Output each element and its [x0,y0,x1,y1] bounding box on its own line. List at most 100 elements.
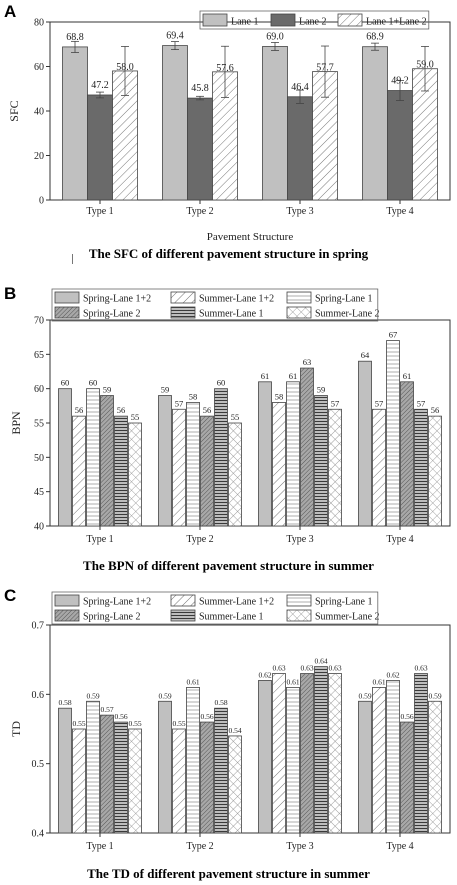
legend-label: Summer-Lane 1 [199,309,264,320]
bar-spring-lane-1-2-type-1 [58,707,72,834]
legend-box [199,10,430,30]
bar-spring-lane-1-type-2 [186,402,200,527]
y-tick-label: 40 [34,522,44,533]
x-tick-label: Type 1 [86,206,113,217]
bar-spring-lane-1-type-4 [386,340,400,527]
data-label: 69.0 [266,31,284,42]
data-label: 0.58 [214,698,227,707]
bar-spring-lane-1-2-type-4 [358,700,372,834]
bar-spring-lane-2-type-3 [300,367,314,527]
data-label: 49.2 [391,76,409,87]
bar-lane-1-type-1 [62,46,88,201]
data-label: 57.6 [216,63,234,74]
legend-swatch-spring-lane-2 [54,306,80,319]
legend-label: Summer-Lane 1+2 [199,294,274,305]
bar-lane-2-type-1 [87,94,113,201]
legend-swatch-summer-lane-1 [170,609,196,622]
x-axis-label: Pavement Structure [207,231,294,243]
y-tick-label: 65 [34,350,44,361]
legend-swatch-spring-lane-1-2 [54,594,80,607]
y-tick-label: 80 [34,18,44,29]
data-label: 0.54 [228,726,241,735]
data-label: 0.55 [172,719,185,728]
y-tick-label: 60 [34,62,44,73]
bar-lane-1-type-2 [162,45,188,201]
legend-label: Spring-Lane 1+2 [83,294,151,305]
legend-box [51,288,379,322]
bar-lane-2-type-4 [387,90,413,201]
data-label: 0.59 [158,691,171,700]
legend-swatch-spring-lane-1-2 [54,291,80,304]
legend-box [51,591,379,625]
bar-summer-lane-1-type-4 [414,408,428,527]
x-tick-label: Type 2 [186,206,213,217]
plot-frame [49,624,451,834]
x-tick-label: Type 3 [286,206,313,217]
bar-summer-lane-1-2-type-3 [272,402,286,527]
bar-spring-lane-1-type-4 [386,680,400,834]
y-tick-label: 0.5 [32,759,45,770]
data-label: 0.58 [58,698,71,707]
data-label: 0.64 [314,657,327,666]
figure-caption: The SFC of different pavement structure … [88,246,369,261]
y-tick-label: 55 [34,419,44,430]
caption-marker [72,254,73,264]
bar-summer-lane-1-2-type-3 [272,673,286,834]
data-label: 61 [261,371,270,381]
bar-spring-lane-1-2-type-2 [158,395,172,527]
legend-label: Summer-Lane 1 [199,612,264,623]
sfc-bar-chart: 0 20 40 60 80 SFC Type 1 68.8 47.2 58.0 Type 2 69.4… [7,10,451,243]
bar-spring-lane-1-type-1 [86,700,100,834]
data-label: 69.4 [166,31,184,42]
bar-spring-lane-2-type-2 [200,721,214,834]
bar-lane-2-type-3 [287,96,313,201]
y-axis-label: BPN [9,411,23,435]
bar-spring-lane-1-2-type-3 [258,381,272,527]
legend-swatch-lane-1-lane-2 [337,13,363,27]
bar-summer-lane-1-2-type-4 [372,687,386,834]
data-label: 0.63 [272,664,285,673]
data-label: 0.56 [200,712,213,721]
legend-swatch-summer-lane-1-2 [170,291,196,304]
legend-swatch-summer-lane-2 [286,609,312,622]
bar-summer-lane-2-type-4 [428,700,442,834]
y-tick-label: 0.7 [32,621,45,632]
data-label: 56 [75,405,84,415]
data-label: 59 [317,385,326,395]
bar-spring-lane-1-2-type-4 [358,360,372,527]
data-label: 68.9 [366,32,384,43]
legend-swatch-lane-1 [202,13,228,27]
legend-label: Summer-Lane 2 [315,612,380,623]
legend-label: Summer-Lane 1+2 [199,597,274,608]
data-label: 0.55 [72,719,85,728]
legend-swatch-summer-lane-2 [286,306,312,319]
x-tick-label: Type 2 [186,534,213,545]
data-label: 59 [161,385,170,395]
data-label: 0.55 [128,719,141,728]
legend: Spring-Lane 1+2 Summer-Lane 1+2 Spring-Lan… [51,591,380,625]
legend-swatch-lane-2 [270,13,296,27]
bpn-bar-chart: 40 45 50 55 60 65 70 BPN Type 1 60 56 60 59 56 55 Type … [9,288,451,545]
bar-spring-lane-1-type-2 [186,687,200,834]
data-label: 60 [217,378,226,388]
legend-swatch-summer-lane-1-2 [170,594,196,607]
bar-summer-lane-1-2-type-2 [172,728,186,834]
data-label: 57.7 [316,63,334,74]
legend-swatch-summer-lane-1 [170,306,196,319]
data-label: 58.0 [116,62,134,73]
bar-summer-lane-2-type-4 [428,415,442,527]
data-label: 55 [231,412,240,422]
sfc-chart-panel: 0 20 40 60 80 SFC Type 1 68.8 47.2 58.0 Type 2 69.4… [0,0,457,270]
bar-spring-lane-1-type-3 [286,381,300,527]
bar-summer-lane-1-type-1 [114,721,128,834]
bar-spring-lane-2-type-1 [100,395,114,527]
y-tick-label: 70 [34,316,44,327]
bar-summer-lane-1-type-1 [114,415,128,527]
data-label: 46.4 [291,82,309,93]
panel-letter: C [4,586,17,605]
legend-label: Lane 1 [231,17,259,28]
bar-summer-lane-2-type-3 [328,408,342,527]
data-label: 60 [61,378,70,388]
bar-summer-lane-2-type-2 [228,735,242,834]
